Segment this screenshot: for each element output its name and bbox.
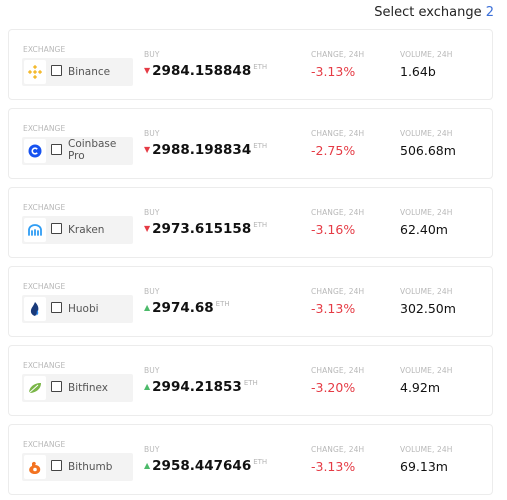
exchange-label: EXCHANGE <box>23 361 66 370</box>
price-unit: ETH <box>215 300 230 308</box>
volume-label: VOLUME, 24H <box>400 445 453 454</box>
exchange-checkbox[interactable] <box>51 65 62 76</box>
exchange-label: EXCHANGE <box>23 124 66 133</box>
arrow-up-icon: ▲ <box>144 461 151 470</box>
exchange-name: Binance <box>68 66 111 78</box>
buy-price: ▲ 2974.68 ETH <box>144 300 230 316</box>
volume-label: VOLUME, 24H <box>400 50 453 59</box>
change-24h: -3.20% <box>311 380 356 395</box>
arrow-up-icon: ▲ <box>144 382 151 391</box>
select-exchange-label: Select exchange <box>374 5 482 20</box>
volume-label: VOLUME, 24H <box>400 366 453 375</box>
binance-icon <box>24 60 46 84</box>
arrow-down-icon: ▼ <box>144 145 151 154</box>
exchange-checkbox[interactable] <box>51 144 62 155</box>
price-unit: ETH <box>253 142 268 150</box>
change-24h: -3.13% <box>311 64 356 79</box>
change-label: CHANGE, 24H <box>311 287 365 296</box>
exchange-row-coinbase-pro[interactable]: EXCHANGE BUY CHANGE, 24H VOLUME, 24H Coi… <box>8 108 493 179</box>
volume-24h: 4.92m <box>400 380 441 395</box>
change-24h: -2.75% <box>311 143 356 158</box>
volume-label: VOLUME, 24H <box>400 208 453 217</box>
exchange-name: Coinbase Pro <box>68 138 117 162</box>
exchange-checkbox[interactable] <box>51 223 62 234</box>
arrow-down-icon: ▼ <box>144 66 151 75</box>
price-unit: ETH <box>253 63 268 71</box>
buy-price: ▼ 2984.158848 ETH <box>144 63 268 79</box>
change-label: CHANGE, 24H <box>311 208 365 217</box>
exchange-selector[interactable]: Kraken <box>22 216 133 244</box>
exchange-checkbox[interactable] <box>51 381 62 392</box>
exchange-label: EXCHANGE <box>23 440 66 449</box>
exchange-label: EXCHANGE <box>23 282 66 291</box>
volume-24h: 1.64b <box>400 64 436 79</box>
huobi-icon <box>24 297 46 321</box>
exchange-label: EXCHANGE <box>23 45 66 54</box>
buy-label: BUY <box>144 208 160 217</box>
buy-price: ▲ 2958.447646 ETH <box>144 458 268 474</box>
exchange-name: Bitfinex <box>68 382 108 394</box>
price-unit: ETH <box>253 221 268 229</box>
exchange-checkbox[interactable] <box>51 460 62 471</box>
exchange-checkbox[interactable] <box>51 302 62 313</box>
exchange-name: Kraken <box>68 224 105 236</box>
volume-24h: 69.13m <box>400 459 448 474</box>
volume-24h: 506.68m <box>400 143 456 158</box>
selected-count: 2 <box>485 5 494 20</box>
change-label: CHANGE, 24H <box>311 445 365 454</box>
bithumb-icon <box>24 455 46 479</box>
volume-24h: 302.50m <box>400 301 456 316</box>
arrow-up-icon: ▲ <box>144 303 151 312</box>
buy-price: ▲ 2994.21853 ETH <box>144 379 258 395</box>
exchange-selector[interactable]: Coinbase Pro <box>22 137 133 165</box>
exchange-selector[interactable]: Huobi <box>22 295 133 323</box>
change-label: CHANGE, 24H <box>311 366 365 375</box>
exchange-selector[interactable]: Bitfinex <box>22 374 133 402</box>
exchange-selector[interactable]: Binance <box>22 58 133 86</box>
exchange-row-binance[interactable]: EXCHANGE BUY CHANGE, 24H VOLUME, 24H Bin… <box>8 29 493 100</box>
exchange-row-bitfinex[interactable]: EXCHANGE BUY CHANGE, 24H VOLUME, 24H Bit… <box>8 345 493 416</box>
exchange-name: Bithumb <box>68 461 113 473</box>
buy-label: BUY <box>144 287 160 296</box>
exchange-row-kraken[interactable]: EXCHANGE BUY CHANGE, 24H VOLUME, 24H Kra… <box>8 187 493 258</box>
exchange-label: EXCHANGE <box>23 203 66 212</box>
exchange-name: Huobi <box>68 303 99 315</box>
arrow-down-icon: ▼ <box>144 224 151 233</box>
price-unit: ETH <box>253 458 268 466</box>
buy-label: BUY <box>144 129 160 138</box>
exchange-row-huobi[interactable]: EXCHANGE BUY CHANGE, 24H VOLUME, 24H Huo… <box>8 266 493 337</box>
change-24h: -3.13% <box>311 459 356 474</box>
change-24h: -3.13% <box>311 301 356 316</box>
exchange-selector[interactable]: Bithumb <box>22 453 133 481</box>
change-24h: -3.16% <box>311 222 356 237</box>
kraken-icon <box>24 218 46 242</box>
volume-24h: 62.40m <box>400 222 448 237</box>
volume-label: VOLUME, 24H <box>400 287 453 296</box>
change-label: CHANGE, 24H <box>311 50 365 59</box>
coinbase-icon <box>24 139 46 163</box>
buy-price: ▼ 2973.615158 ETH <box>144 221 268 237</box>
buy-label: BUY <box>144 50 160 59</box>
change-label: CHANGE, 24H <box>311 129 365 138</box>
buy-price: ▼ 2988.198834 ETH <box>144 142 268 158</box>
price-unit: ETH <box>243 379 258 387</box>
buy-label: BUY <box>144 445 160 454</box>
bitfinex-icon <box>24 376 46 400</box>
buy-label: BUY <box>144 366 160 375</box>
select-exchange-header: Select exchange 2 <box>374 5 494 20</box>
exchange-row-bithumb[interactable]: EXCHANGE BUY CHANGE, 24H VOLUME, 24H Bit… <box>8 424 493 495</box>
volume-label: VOLUME, 24H <box>400 129 453 138</box>
